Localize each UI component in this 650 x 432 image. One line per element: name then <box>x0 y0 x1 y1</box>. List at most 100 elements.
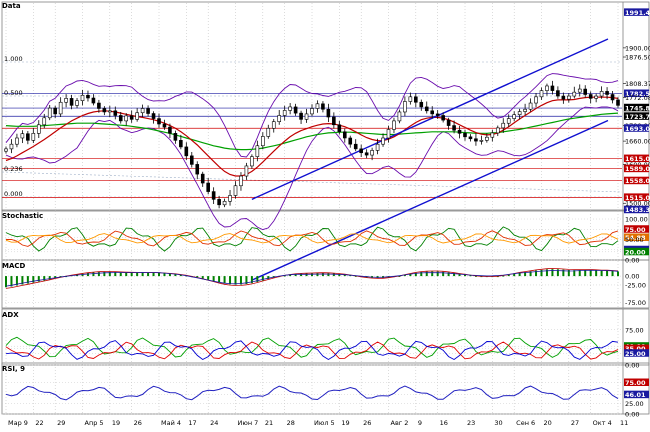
candle-body <box>381 137 385 145</box>
candle-body <box>58 101 63 115</box>
macd-histogram-bar <box>234 276 237 285</box>
macd-histogram-bar <box>92 272 95 277</box>
stochastic-panel-title: Stochastic <box>2 212 43 220</box>
price-panel-title: Data <box>2 2 21 10</box>
candle-body <box>304 113 309 120</box>
candle-body <box>271 121 276 129</box>
candle-body <box>337 124 342 133</box>
candle-body <box>69 98 74 106</box>
price-axis-label: 1483.30 <box>625 206 650 214</box>
rsi-axis-label: 25.00 <box>625 400 644 408</box>
bollinger-upper-line <box>5 73 619 158</box>
macd-histogram-bar <box>158 272 160 277</box>
candle-body <box>523 108 527 112</box>
macd-histogram-bar <box>398 275 401 277</box>
macd-histogram-bar <box>130 272 133 277</box>
candle-body <box>206 182 210 192</box>
candle-body <box>135 112 139 120</box>
candle-body <box>162 123 167 128</box>
candle-body <box>446 119 451 126</box>
x-axis-label: Авг 2 <box>391 419 409 427</box>
stochastic-green-line <box>5 226 619 252</box>
candle-body <box>414 96 418 103</box>
macd-histogram-bar <box>136 272 139 277</box>
macd-axis-label: 0.00 <box>625 273 639 281</box>
candle-body <box>75 100 79 106</box>
candle-body <box>26 133 30 141</box>
macd-histogram-bar <box>518 272 521 277</box>
candle-body <box>594 95 598 99</box>
macd-histogram-bar <box>245 276 248 285</box>
macd-histogram-bar <box>311 273 313 277</box>
macd-histogram-bar <box>10 276 13 287</box>
candle-body <box>348 137 353 145</box>
macd-histogram-bar <box>414 272 417 277</box>
candle-body <box>255 145 260 157</box>
price-axis-label: 1589.00 <box>625 165 650 173</box>
candle-body <box>80 94 85 102</box>
price-axis-label: 1723.71 <box>625 113 650 121</box>
candle-body <box>222 200 227 206</box>
candle-body <box>397 111 402 122</box>
candle-body <box>474 138 478 142</box>
adx-axis-label: 75.00 <box>625 326 644 334</box>
adx-axis-label: 25.00 <box>625 350 646 358</box>
price-axis-label: 1745.81 <box>625 104 650 112</box>
x-axis-label: 29 <box>57 419 65 427</box>
candle-body <box>293 106 298 114</box>
candle-body <box>31 133 36 141</box>
price-axis-label: 1615.00 <box>625 155 650 163</box>
candle-body <box>457 129 462 134</box>
candle-body <box>239 175 243 187</box>
macd-histogram-bar <box>283 275 286 277</box>
candle-body <box>342 131 347 139</box>
macd-histogram-bar <box>442 271 445 277</box>
candle-body <box>326 108 331 118</box>
macd-histogram-bar <box>179 274 182 277</box>
price-axis-label-box <box>624 164 649 173</box>
candle-body <box>353 143 358 150</box>
macd-histogram-bar <box>409 273 412 277</box>
x-axis-label: 19 <box>341 419 349 427</box>
macd-histogram-bar <box>86 272 89 277</box>
candle-body <box>430 110 435 115</box>
candle-body <box>228 195 232 202</box>
adx-axis-label-box <box>624 349 649 357</box>
x-axis-label: Июн 7 <box>238 419 259 427</box>
candle-body <box>140 108 145 114</box>
rsi-axis-label: 0.00 <box>625 411 639 419</box>
macd-histogram-bar <box>529 271 532 277</box>
candle-body <box>321 103 325 110</box>
macd-histogram-bar <box>474 275 477 277</box>
candle-body <box>102 108 107 113</box>
price-axis-label-box <box>624 154 649 163</box>
candle-body <box>64 98 68 103</box>
adx-panel-title: ADX <box>2 311 19 319</box>
macd-histogram-bar <box>611 271 614 277</box>
x-axis-label: 16 <box>440 419 448 427</box>
stochastic-axis-label-box <box>624 225 649 233</box>
candle-body <box>211 191 216 200</box>
rsi-axis-label-box <box>624 390 649 399</box>
price-axis-label: 1782.50 <box>625 90 650 98</box>
macd-axis-label: -25.00 <box>625 281 646 289</box>
lower-channel-line <box>251 119 609 281</box>
x-axis-label: 22 <box>35 419 43 427</box>
candle-body <box>605 91 609 95</box>
candle-body <box>261 136 265 147</box>
price-axis-label: 1660.00 <box>625 138 650 146</box>
candle-body <box>490 132 495 138</box>
x-axis-label: 30 <box>494 419 502 427</box>
macd-axis-label: -75.00 <box>625 299 646 307</box>
macd-histogram-bar <box>595 270 598 277</box>
x-axis-label: Мар 9 <box>8 419 28 427</box>
candle-body <box>91 97 96 104</box>
upper-channel-line <box>251 38 609 200</box>
candle-body <box>157 118 161 125</box>
macd-histogram-bar <box>43 276 46 281</box>
rsi-axis-label: 75.00 <box>625 379 646 387</box>
macd-histogram-bar <box>5 276 7 288</box>
adx-panel-frame <box>1 308 650 366</box>
macd-histogram-bar <box>327 273 330 277</box>
